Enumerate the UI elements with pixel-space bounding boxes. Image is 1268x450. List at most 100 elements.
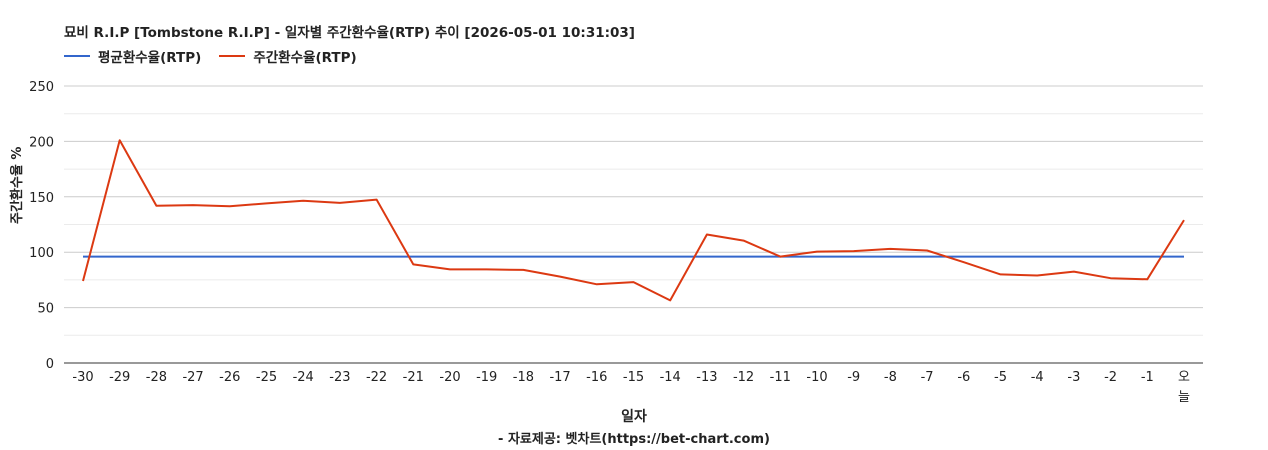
x-tick-label: -22	[366, 370, 387, 385]
data-point-weekly	[743, 240, 745, 242]
legend-item-average[interactable]: 평균환수율(RTP)	[64, 46, 201, 66]
y-tick-label: 200	[29, 135, 54, 150]
data-point-weekly	[119, 139, 121, 141]
data-point-weekly	[1073, 271, 1075, 273]
x-tick-label: -18	[513, 370, 534, 385]
x-tick-label: -4	[1031, 370, 1044, 385]
legend-label-weekly: 주간환수율(RTP)	[253, 50, 357, 66]
data-point-average	[449, 256, 451, 258]
x-tick-label: -30	[72, 370, 93, 385]
data-point-average	[82, 256, 84, 258]
data-point-average	[743, 256, 745, 258]
data-point-weekly	[926, 250, 928, 252]
x-tick-label: -7	[921, 370, 934, 385]
data-point-average	[229, 256, 231, 258]
x-tick-label: -12	[733, 370, 754, 385]
legend-label-average: 평균환수율(RTP)	[98, 50, 202, 66]
data-point-average	[522, 256, 524, 258]
data-point-weekly	[155, 205, 157, 207]
data-point-weekly	[816, 251, 818, 253]
data-point-weekly	[339, 202, 341, 204]
data-point-weekly	[669, 299, 671, 301]
data-point-weekly	[596, 283, 598, 285]
x-tick-label: -13	[696, 370, 717, 385]
x-tick-label: -29	[109, 370, 130, 385]
data-point-average	[596, 256, 598, 258]
x-tick-label: -27	[182, 370, 203, 385]
data-point-weekly	[376, 199, 378, 201]
x-tick-label: 늘	[1178, 390, 1190, 405]
x-tick-label: -25	[256, 370, 277, 385]
x-tick-label: -28	[146, 370, 167, 385]
x-tick-label: -10	[806, 370, 827, 385]
y-tick-label: 100	[29, 246, 54, 261]
data-point-average	[926, 256, 928, 258]
legend-item-weekly[interactable]: 주간환수율(RTP)	[219, 46, 357, 66]
data-point-average	[889, 256, 891, 258]
x-tick-label: -1	[1141, 370, 1154, 385]
x-tick-label: -21	[403, 370, 424, 385]
data-point-weekly	[1183, 219, 1185, 221]
data-point-weekly	[449, 268, 451, 270]
x-tick-label: -14	[660, 370, 681, 385]
data-point-weekly	[302, 200, 304, 202]
data-point-average	[559, 256, 561, 258]
chart-legend: 평균환수율(RTP) 주간환수율(RTP)	[64, 46, 375, 66]
x-tick-label: -24	[293, 370, 314, 385]
y-axis-label: 주간환수율 %	[10, 146, 25, 224]
x-tick-label: -16	[586, 370, 607, 385]
data-point-average	[633, 256, 635, 258]
data-point-average	[706, 256, 708, 258]
x-tick-label: -9	[847, 370, 860, 385]
data-point-average	[1000, 256, 1002, 258]
data-point-weekly	[412, 263, 414, 265]
x-tick-label: -15	[623, 370, 644, 385]
source-credit: - 자료제공: 벳차트(https://bet-chart.com)	[498, 432, 770, 447]
data-point-weekly	[1036, 274, 1038, 276]
data-point-average	[412, 256, 414, 258]
data-point-average	[302, 256, 304, 258]
data-point-average	[155, 256, 157, 258]
x-tick-label: -5	[994, 370, 1007, 385]
data-point-average	[486, 256, 488, 258]
data-point-average	[266, 256, 268, 258]
data-point-average	[1036, 256, 1038, 258]
data-point-average	[339, 256, 341, 258]
data-point-weekly	[266, 202, 268, 204]
x-tick-label: 오	[1178, 370, 1190, 385]
chart-title: 묘비 R.I.P [Tombstone R.I.P] - 일자별 주간환수율(R…	[64, 25, 635, 41]
y-tick-label: 250	[29, 80, 54, 95]
data-point-average	[1110, 256, 1112, 258]
data-point-average	[963, 256, 965, 258]
data-point-average	[119, 256, 121, 258]
x-tick-label: -11	[770, 370, 791, 385]
x-tick-label: -23	[329, 370, 350, 385]
x-tick-label: -20	[439, 370, 460, 385]
data-point-weekly	[522, 269, 524, 271]
x-tick-label: -3	[1067, 370, 1080, 385]
x-tick-label: -2	[1104, 370, 1117, 385]
data-point-average	[816, 256, 818, 258]
data-point-weekly	[706, 233, 708, 235]
data-point-weekly	[1000, 273, 1002, 275]
x-tick-label: -17	[549, 370, 570, 385]
data-point-weekly	[633, 281, 635, 283]
data-point-weekly	[853, 250, 855, 252]
x-tick-label: -26	[219, 370, 240, 385]
legend-swatch-weekly	[219, 55, 246, 57]
x-axis-label: 일자	[621, 409, 647, 425]
data-point-weekly	[1146, 278, 1148, 280]
data-point-average	[376, 256, 378, 258]
y-tick-label: 50	[37, 302, 54, 317]
data-point-weekly	[889, 248, 891, 250]
data-point-weekly	[1110, 277, 1112, 279]
data-point-average	[853, 256, 855, 258]
data-point-weekly	[82, 280, 84, 282]
data-point-average	[192, 256, 194, 258]
data-point-weekly	[559, 276, 561, 278]
data-point-weekly	[192, 204, 194, 206]
series-line-weekly	[82, 139, 1185, 302]
data-point-average	[1146, 256, 1148, 258]
x-tick-label: -8	[884, 370, 897, 385]
